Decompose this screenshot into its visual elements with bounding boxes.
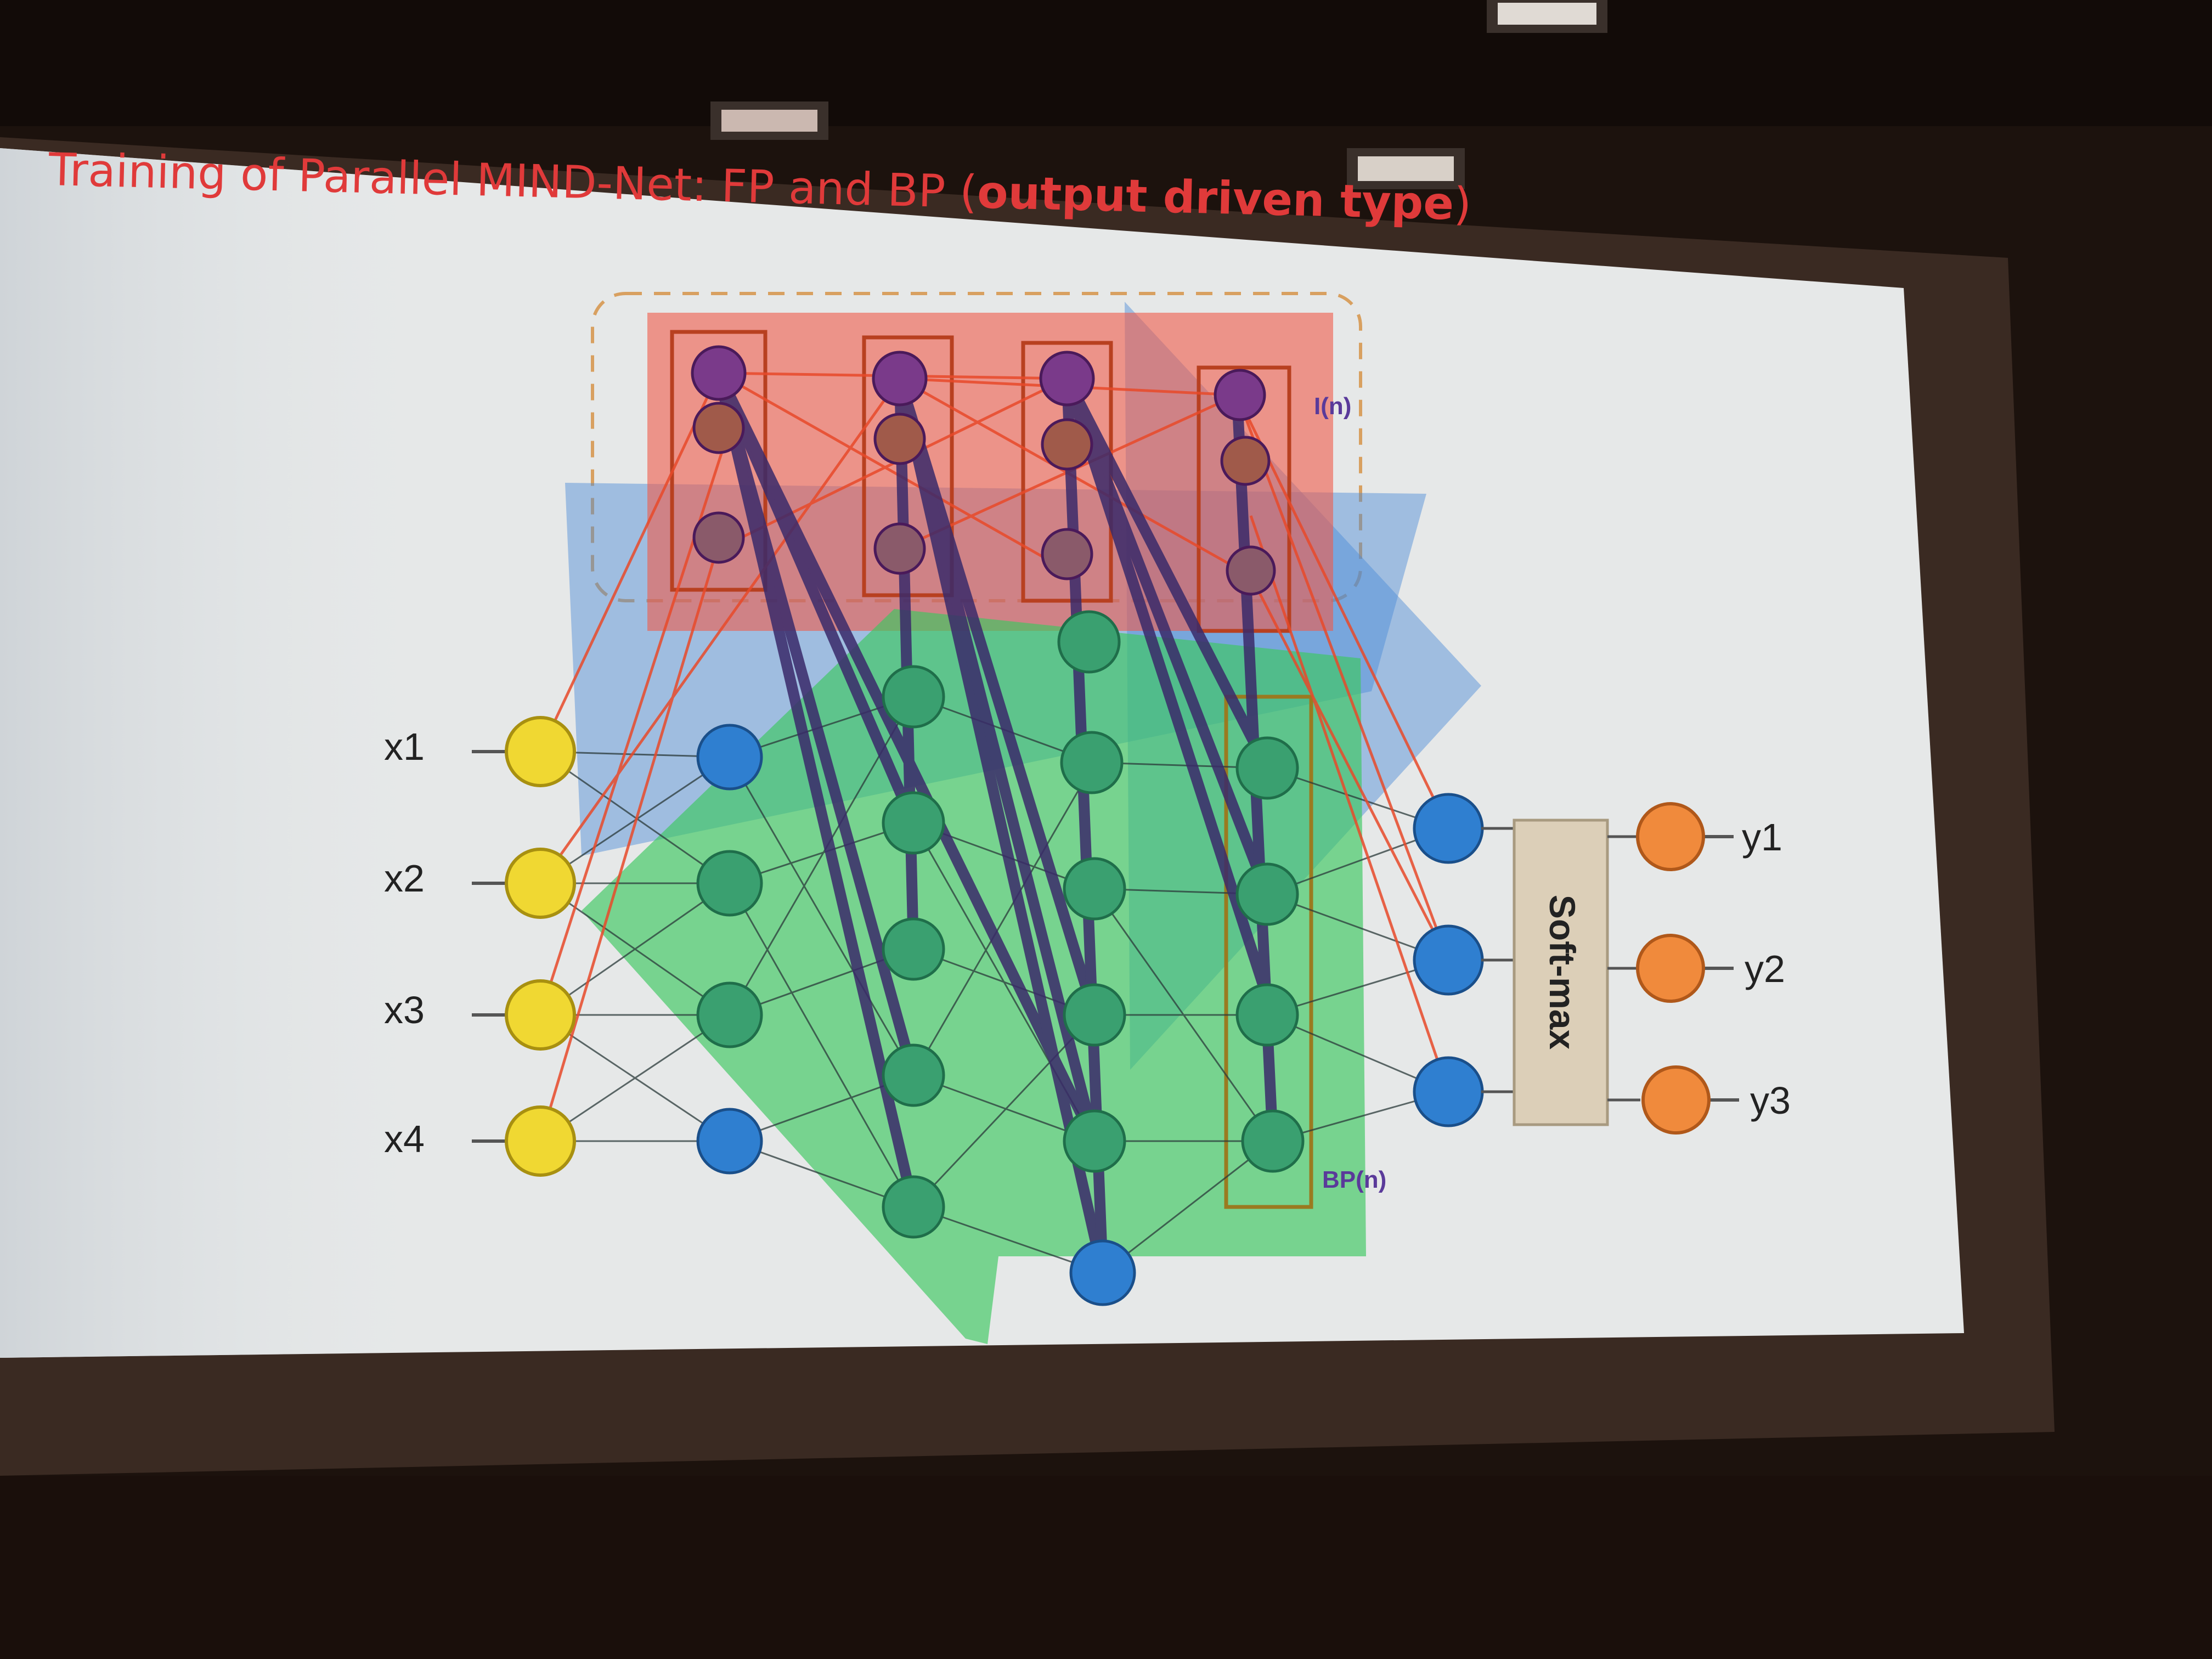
bp-block-label: BP(n): [1322, 1166, 1386, 1193]
softmax-box: Soft-max: [1481, 819, 1609, 1126]
top-block-nodes: [691, 345, 1276, 596]
output-nodes: [1607, 802, 1739, 1135]
input-nodes: [472, 716, 576, 1177]
blue-hidden-nodes: [696, 724, 1484, 1306]
input-label-x1: x1: [384, 725, 425, 768]
output-label-y3: y3: [1750, 1079, 1791, 1122]
bp-block-column: [1224, 695, 1313, 1209]
connections-red: [539, 371, 1450, 1142]
output-node-y2: [1636, 934, 1705, 1003]
input-node-x3: [505, 979, 576, 1051]
input-label-x4: x4: [384, 1118, 425, 1160]
softmax-label: Soft-max: [1542, 895, 1583, 1050]
green-region: [582, 609, 1366, 1344]
output-node-y1: [1636, 802, 1705, 871]
ceiling-light-icon: [1347, 148, 1465, 189]
output-node-y3: [1641, 1065, 1711, 1135]
input-label-x3: x3: [384, 989, 425, 1031]
input-node-x2: [505, 848, 576, 919]
ceiling-light-icon: [710, 101, 828, 140]
input-node-x1: [505, 716, 576, 787]
input-node-x4: [505, 1105, 576, 1177]
top-block-label: I(n): [1314, 393, 1351, 420]
output-label-y2: y2: [1745, 947, 1785, 990]
input-label-x2: x2: [384, 857, 425, 900]
ceiling-light-icon: [1487, 0, 1607, 33]
output-label-y1: y1: [1742, 816, 1782, 859]
green-hidden-nodes: [696, 610, 1305, 1239]
